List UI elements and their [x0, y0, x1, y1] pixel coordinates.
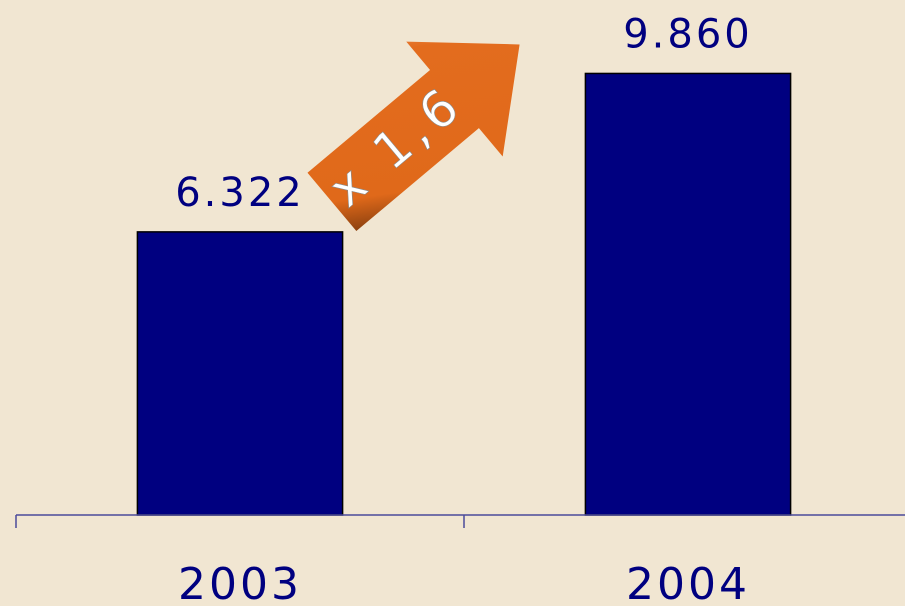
bar: [584, 72, 792, 516]
x-tick-label: 2004: [626, 559, 750, 606]
value-label: 6.322: [175, 170, 305, 216]
arrow-shape: [307, 41, 520, 232]
bar: [136, 231, 344, 516]
value-label: 9.860: [623, 11, 753, 57]
x-tick-label: 2003: [178, 559, 302, 606]
